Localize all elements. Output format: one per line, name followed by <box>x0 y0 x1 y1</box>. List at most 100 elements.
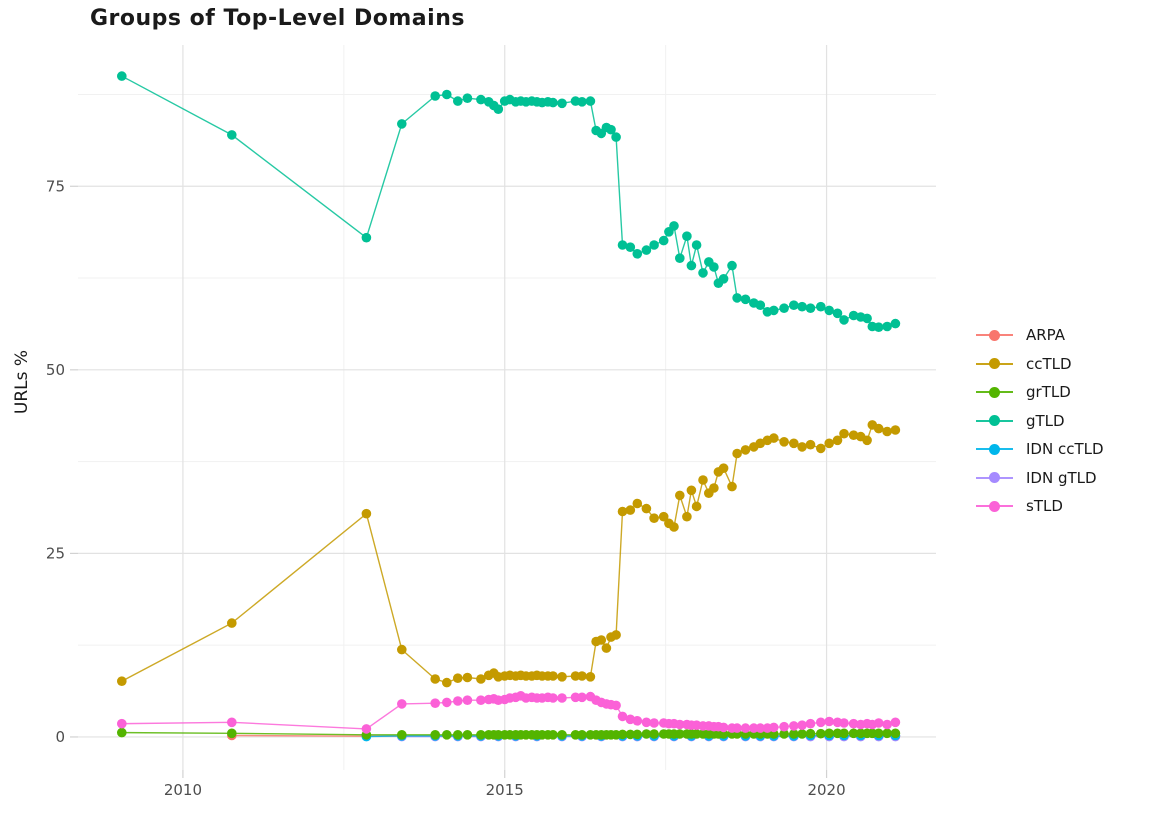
data-point-gtld <box>476 94 486 105</box>
data-point-cctld <box>227 618 237 628</box>
data-point-gtld <box>577 97 587 107</box>
data-point-cctld <box>832 435 843 446</box>
data-point-gtld <box>740 294 751 305</box>
data-point-gtld <box>873 322 884 333</box>
axis-tick-marks <box>70 185 828 778</box>
data-point-grtld <box>453 730 463 740</box>
data-point-gtld <box>641 245 652 255</box>
data-point-cctld <box>361 508 372 519</box>
data-point-grtld <box>779 729 789 739</box>
legend-label: ARPA <box>1026 326 1066 345</box>
data-point-gtld <box>718 274 729 284</box>
data-point-grtld <box>890 728 901 739</box>
data-point-grtld <box>824 728 834 739</box>
legend-key-icon <box>976 411 1013 431</box>
legend: ARPA ccTLD grTLD gTLD IDN ccTLD IDN gTLD sTLD <box>976 321 1104 521</box>
data-point-cctld <box>769 433 779 443</box>
legend-key-icon <box>976 468 1013 488</box>
legend-label: sTLD <box>1026 497 1063 516</box>
data-point-gtld <box>779 303 789 314</box>
legend-key-dot <box>989 386 1000 398</box>
legend-label: IDN ccTLD <box>1026 440 1104 459</box>
data-point-cctld <box>625 505 636 515</box>
data-point-gtld <box>658 235 669 246</box>
data-point-cctld <box>557 672 567 682</box>
data-point-cctld <box>686 485 697 496</box>
legend-key-icon <box>976 354 1013 374</box>
legend-item-idn-cctld: IDN ccTLD <box>976 435 1104 464</box>
data-point-cctld <box>797 442 807 452</box>
data-point-stld <box>117 718 127 729</box>
data-point-cctld <box>669 522 679 532</box>
data-point-grtld <box>805 728 816 739</box>
legend-item-cctld: ccTLD <box>976 350 1104 379</box>
series-line-gtld <box>121 75 896 328</box>
legend-key-dot <box>989 443 1000 455</box>
data-point-gtld <box>493 104 504 114</box>
data-point-cctld <box>816 443 826 454</box>
data-point-gtld <box>632 249 643 259</box>
data-point-grtld <box>675 729 685 739</box>
series-stld <box>117 691 901 734</box>
minor-gridlines <box>78 45 936 770</box>
data-point-grtld <box>442 730 452 740</box>
data-point-gtld <box>611 132 621 142</box>
data-point-gtld <box>832 308 843 319</box>
data-point-cctld <box>779 437 789 447</box>
data-point-grtld <box>227 728 237 739</box>
data-point-gtld <box>453 96 463 106</box>
y-tick-label: 0 <box>55 728 65 746</box>
y-axis-tick-labels: 0 25 50 75 <box>46 177 65 746</box>
data-point-stld <box>557 693 567 703</box>
legend-key-dot <box>989 500 1000 512</box>
data-point-gtld <box>585 96 596 106</box>
data-point-stld <box>641 717 652 728</box>
data-point-stld <box>789 721 799 731</box>
data-point-cctld <box>462 672 473 683</box>
data-point-stld <box>649 718 659 728</box>
data-point-grtld <box>641 729 652 739</box>
data-point-stld <box>611 700 621 711</box>
legend-item-grtld: grTLD <box>976 378 1104 407</box>
legend-item-gtld: gTLD <box>976 407 1104 436</box>
data-point-gtld <box>430 91 441 101</box>
data-point-gtld <box>649 240 659 250</box>
data-point-grtld <box>839 728 849 739</box>
data-point-cctld <box>789 438 799 449</box>
data-point-stld <box>890 717 901 728</box>
data-point-gtld <box>839 315 849 325</box>
data-point-cctld <box>596 635 607 645</box>
data-point-cctld <box>117 676 127 686</box>
data-point-cctld <box>732 448 742 459</box>
data-point-grtld <box>617 729 628 740</box>
data-point-grtld <box>430 730 441 740</box>
data-point-stld <box>755 723 766 733</box>
major-gridlines <box>78 45 936 770</box>
legend-item-stld: sTLD <box>976 492 1104 521</box>
data-point-grtld <box>797 729 807 739</box>
data-point-cctld <box>397 644 407 655</box>
legend-key-icon <box>976 382 1013 402</box>
data-point-stld <box>848 718 859 729</box>
data-point-gtld <box>557 98 567 109</box>
legend-item-idn-gtld: IDN gTLD <box>976 464 1104 493</box>
data-point-gtld <box>824 305 834 316</box>
data-point-grtld <box>577 730 587 740</box>
data-point-cctld <box>601 643 612 653</box>
data-point-grtld <box>718 729 729 739</box>
data-point-stld <box>732 723 742 733</box>
legend-key-icon <box>976 325 1013 345</box>
data-point-grtld <box>632 729 643 740</box>
y-tick-label: 50 <box>46 361 65 379</box>
data-point-gtld <box>691 240 702 250</box>
data-point-grtld <box>816 728 826 739</box>
data-point-grtld <box>625 729 636 740</box>
data-point-grtld <box>848 728 859 739</box>
data-point-cctld <box>585 672 596 682</box>
data-point-cctld <box>632 498 643 509</box>
data-point-stld <box>779 721 789 732</box>
legend-label: IDN gTLD <box>1026 468 1097 487</box>
legend-label: ccTLD <box>1026 354 1072 373</box>
